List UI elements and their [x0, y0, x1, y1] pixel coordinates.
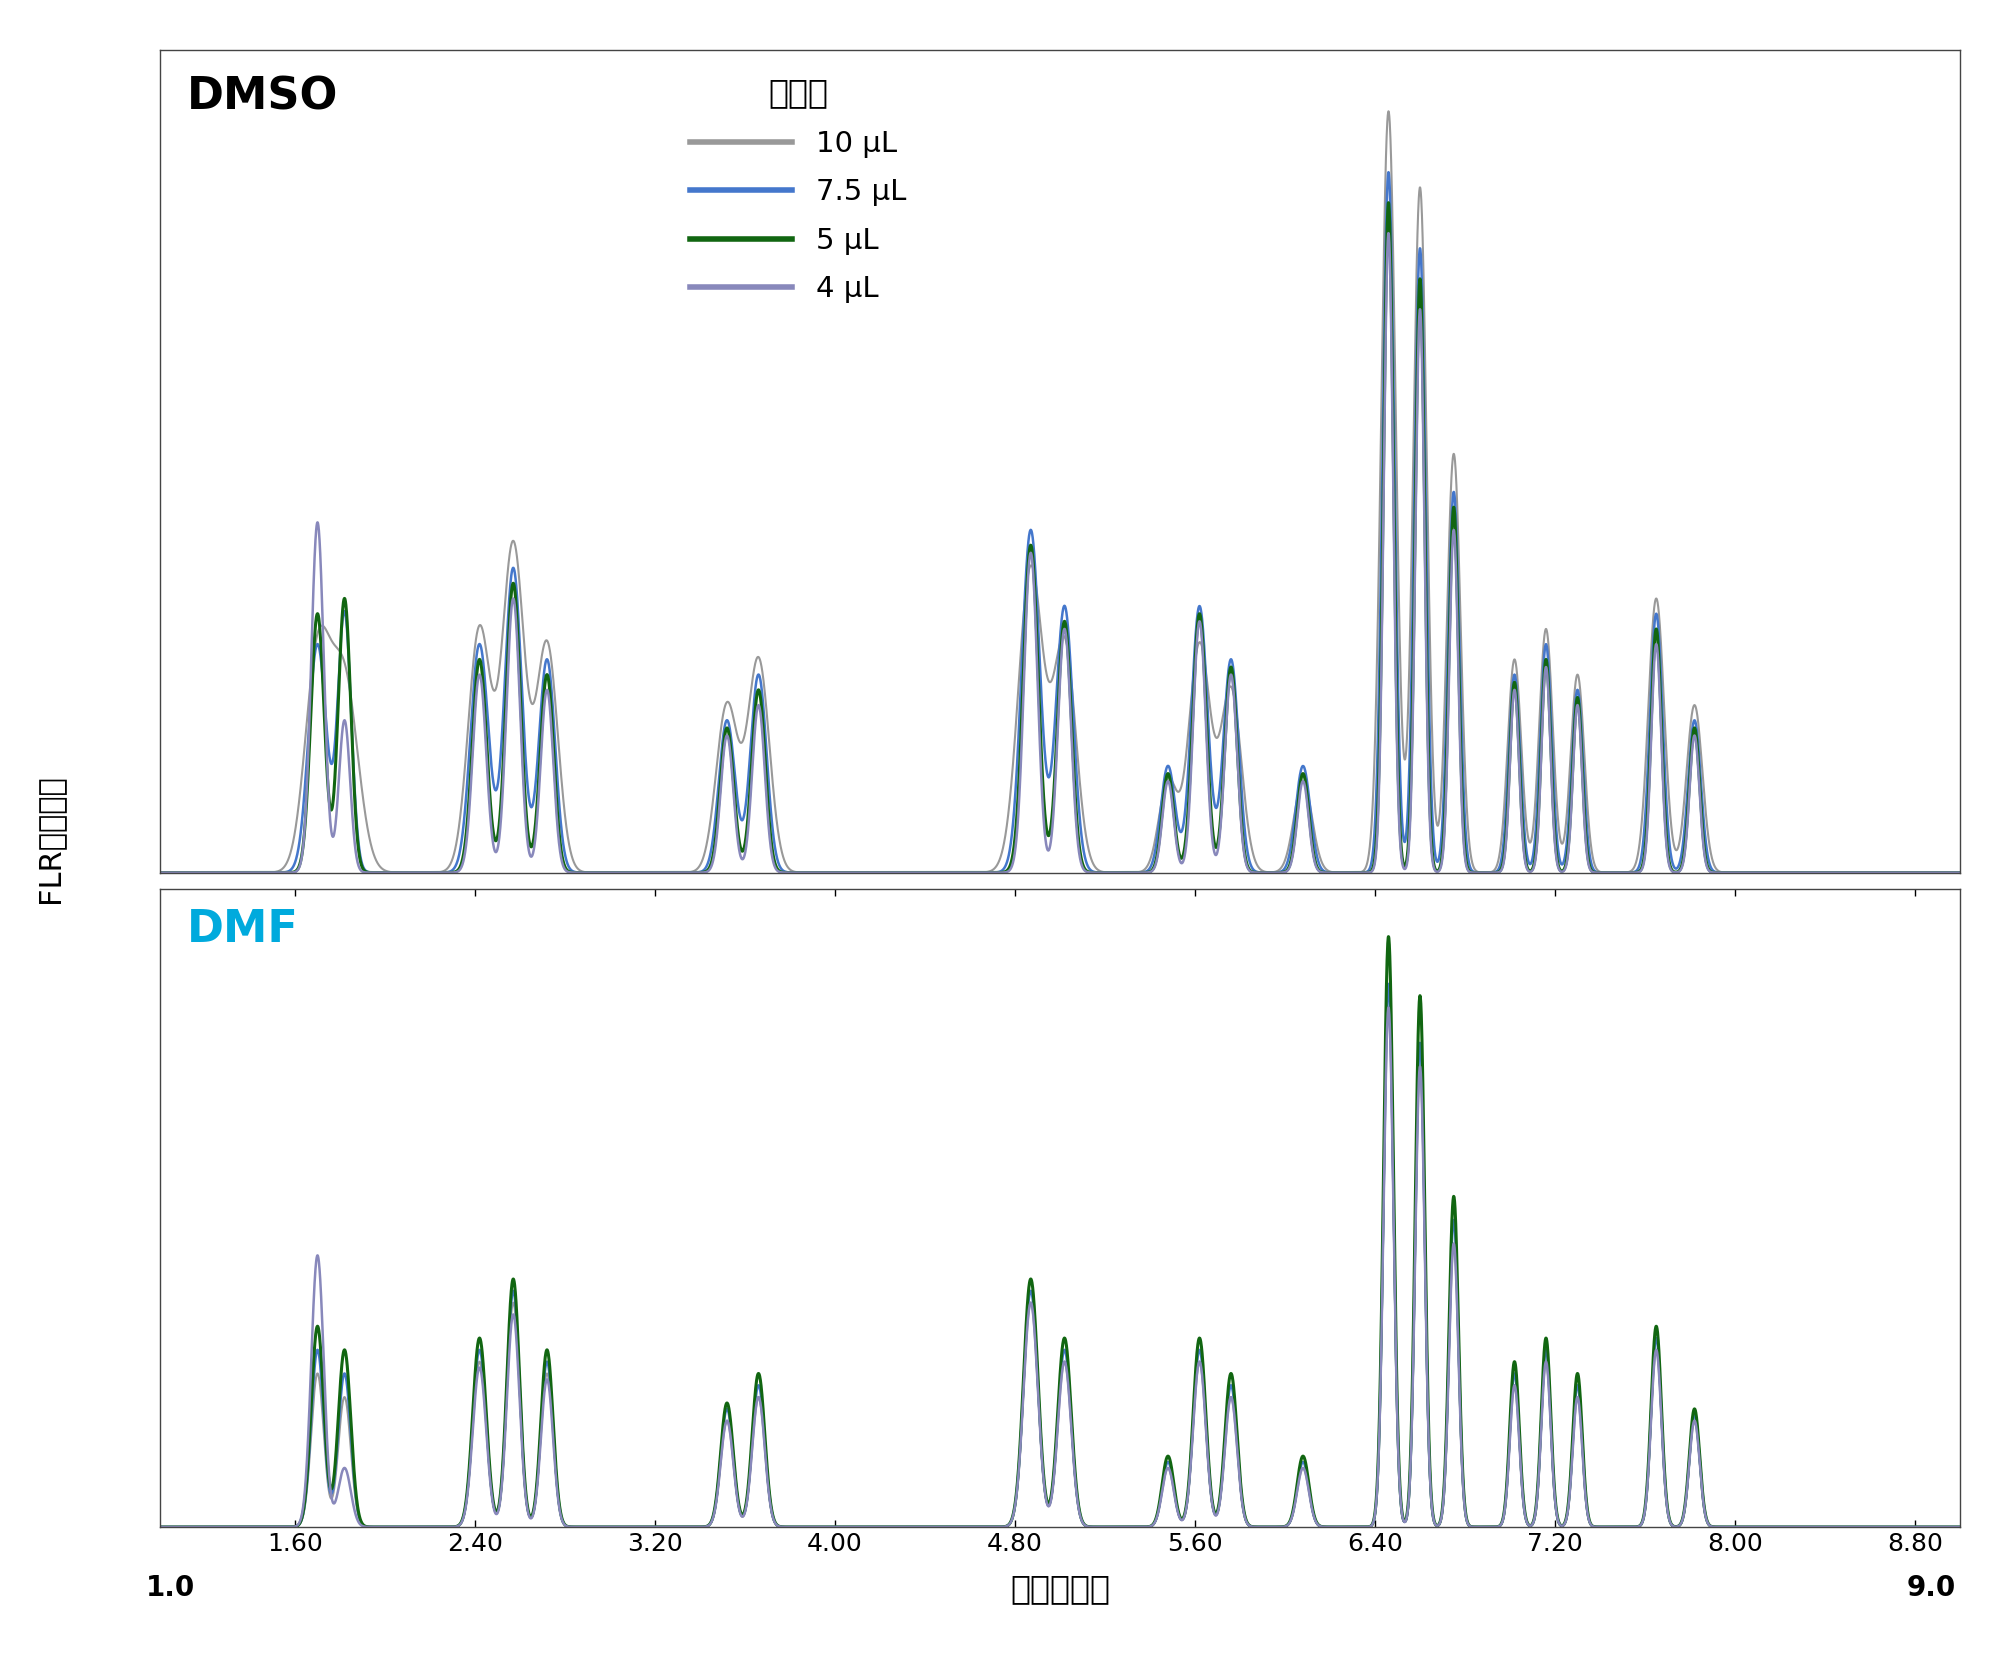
Text: 1.0: 1.0	[146, 1574, 196, 1602]
Text: DMSO: DMSO	[188, 76, 338, 117]
Text: FLR（相対）: FLR（相対）	[36, 775, 64, 903]
Text: 9.0: 9.0	[1906, 1574, 1956, 1602]
X-axis label: 時間（分）: 時間（分）	[1010, 1572, 1110, 1606]
Text: DMF: DMF	[188, 908, 298, 951]
Legend: 10 μL, 7.5 μL, 5 μL, 4 μL: 10 μL, 7.5 μL, 5 μL, 4 μL	[678, 65, 918, 315]
